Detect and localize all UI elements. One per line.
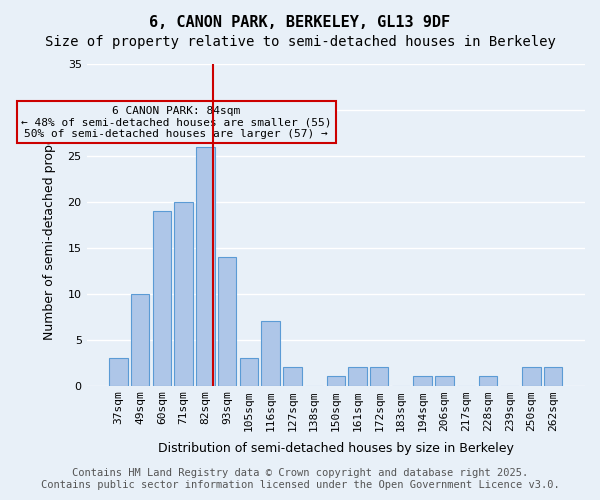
Bar [131,294,149,386]
Bar [435,376,454,386]
Bar [544,367,562,386]
Bar [152,211,171,386]
Bar [522,367,541,386]
Text: 6 CANON PARK: 84sqm
← 48% of semi-detached houses are smaller (55)
50% of semi-d: 6 CANON PARK: 84sqm ← 48% of semi-detach… [21,106,332,139]
Bar [283,367,302,386]
Bar [348,367,367,386]
Text: Size of property relative to semi-detached houses in Berkeley: Size of property relative to semi-detach… [44,35,556,49]
Bar [479,376,497,386]
Bar [262,321,280,386]
Bar [326,376,345,386]
Bar [370,367,388,386]
Bar [175,202,193,386]
Bar [218,257,236,386]
Text: Contains HM Land Registry data © Crown copyright and database right 2025.
Contai: Contains HM Land Registry data © Crown c… [41,468,559,490]
X-axis label: Distribution of semi-detached houses by size in Berkeley: Distribution of semi-detached houses by … [158,442,514,455]
Y-axis label: Number of semi-detached properties: Number of semi-detached properties [43,109,56,340]
Bar [413,376,432,386]
Bar [239,358,258,386]
Bar [109,358,128,386]
Bar [196,146,215,386]
Text: 6, CANON PARK, BERKELEY, GL13 9DF: 6, CANON PARK, BERKELEY, GL13 9DF [149,15,451,30]
